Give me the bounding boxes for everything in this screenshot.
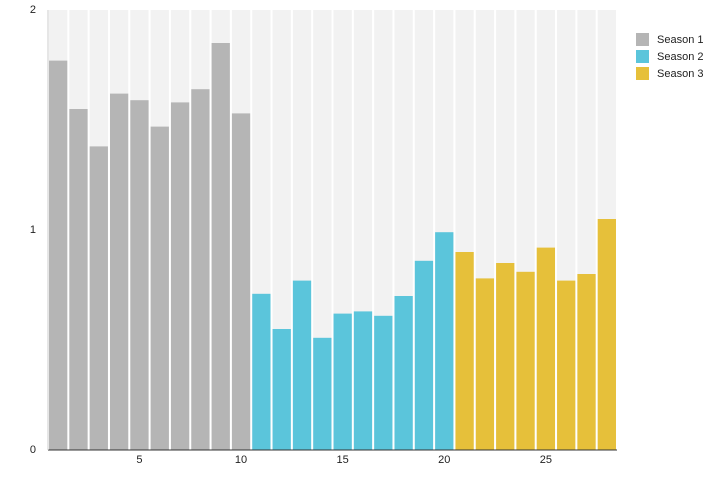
bar xyxy=(150,126,169,450)
bar xyxy=(577,274,596,450)
bar xyxy=(597,219,616,450)
x-tick-label: 5 xyxy=(136,454,142,466)
legend-label: Season 2 xyxy=(657,51,703,63)
bar xyxy=(557,280,576,450)
bar xyxy=(475,278,495,450)
legend-swatch xyxy=(636,50,649,63)
bar xyxy=(455,252,474,450)
x-tick-label: 20 xyxy=(438,454,450,466)
bar xyxy=(211,43,230,450)
bar xyxy=(435,232,454,450)
bar xyxy=(496,263,515,450)
bar xyxy=(313,337,332,450)
bar xyxy=(69,109,88,450)
legend-label: Season 1 xyxy=(657,34,703,46)
bar xyxy=(516,271,535,450)
x-tick-label: 25 xyxy=(540,454,552,466)
y-tick-label: 2 xyxy=(30,4,36,16)
legend-swatch xyxy=(636,67,649,80)
legend-label: Season 3 xyxy=(657,68,703,80)
bar xyxy=(109,93,129,450)
bar xyxy=(414,260,434,450)
bar xyxy=(252,293,271,450)
x-tick-label: 15 xyxy=(337,454,349,466)
bar xyxy=(231,113,251,451)
bar xyxy=(394,296,413,450)
bar xyxy=(374,315,393,450)
bar xyxy=(89,146,108,450)
x-tick-label: 10 xyxy=(235,454,247,466)
bar xyxy=(333,313,352,450)
y-tick-label: 1 xyxy=(30,224,36,236)
bar xyxy=(353,311,373,450)
bar xyxy=(272,329,291,450)
bar xyxy=(170,102,190,451)
bar xyxy=(292,280,312,450)
bar xyxy=(130,100,149,450)
bar xyxy=(191,89,210,450)
bar xyxy=(536,247,556,450)
legend-swatch xyxy=(636,33,649,46)
bar xyxy=(49,60,68,450)
y-tick-label: 0 xyxy=(30,444,36,456)
